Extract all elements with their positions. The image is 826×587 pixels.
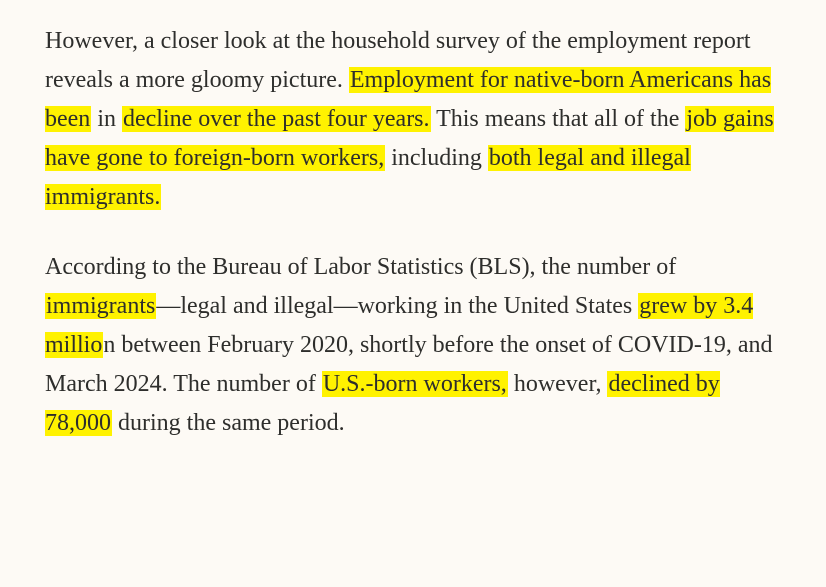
text-segment: —legal and illegal—working in the United… — [156, 293, 638, 319]
text-segment: in — [91, 106, 122, 132]
highlighted-text: immigrants — [45, 293, 156, 319]
paragraph-2: According to the Bureau of Labor Statist… — [45, 248, 781, 442]
text-segment: during the same period. — [112, 410, 345, 436]
highlighted-text: decline over the past four years. — [122, 106, 431, 132]
paragraph-1: However, a closer look at the household … — [45, 22, 781, 216]
text-segment: This means that all of the — [431, 106, 686, 132]
highlighted-text: U.S.-born workers, — [322, 371, 508, 397]
text-segment: however, — [508, 371, 608, 397]
text-segment: According to the Bureau of Labor Statist… — [45, 254, 676, 280]
text-segment: including — [385, 145, 488, 171]
